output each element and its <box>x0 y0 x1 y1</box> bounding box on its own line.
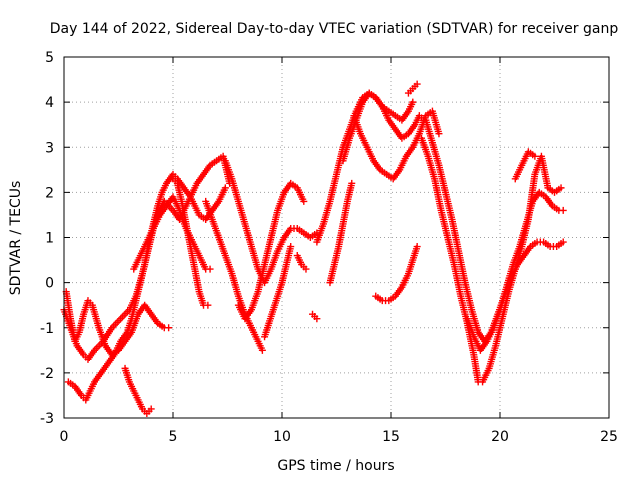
series-track-12 <box>309 310 321 323</box>
x-tick-labels: 0 5 10 15 20 25 <box>60 429 618 445</box>
data-point <box>559 206 567 214</box>
data-point <box>206 265 214 273</box>
series-track-11 <box>293 252 310 273</box>
data-point <box>348 179 356 187</box>
series-track-14 <box>326 179 356 287</box>
x-tick-label: 20 <box>491 429 509 445</box>
x-tick-label: 10 <box>273 429 291 445</box>
data-point <box>204 301 212 309</box>
grid <box>64 57 609 418</box>
chart-title: Day 144 of 2022, Sidereal Day-to-day VTE… <box>50 21 619 37</box>
data-point <box>258 346 266 354</box>
y-tick-label: -1 <box>40 321 54 337</box>
y-tick-label: 5 <box>45 50 54 66</box>
series-track-17 <box>350 107 443 183</box>
x-tick-label: 25 <box>600 429 618 445</box>
series-track-18 <box>418 134 482 386</box>
series-track-22 <box>479 152 565 386</box>
data-point <box>221 184 229 192</box>
y-axis-label: SDTVAR / TECUs <box>8 181 24 296</box>
y-tick-labels: -3 -2 -1 0 1 2 3 4 5 <box>40 50 54 427</box>
y-tick-label: -2 <box>40 366 54 382</box>
data-point <box>313 315 321 323</box>
data-point <box>531 152 539 160</box>
series-track-16 <box>404 80 421 97</box>
x-tick-label: 15 <box>382 429 400 445</box>
x-tick-label: 5 <box>169 429 178 445</box>
data-point <box>147 405 155 413</box>
data-point <box>435 130 443 138</box>
data-point <box>165 324 173 332</box>
series-track-10 <box>261 243 295 341</box>
series-track-23 <box>511 148 539 183</box>
x-tick-label: 0 <box>60 429 69 445</box>
data-point <box>557 184 565 192</box>
y-tick-label: 4 <box>45 95 54 111</box>
series-track-9 <box>234 179 308 323</box>
y-tick-label: 1 <box>45 231 54 247</box>
data-point <box>409 98 417 106</box>
y-tick-label: -3 <box>40 411 54 427</box>
series-track-15 <box>339 89 417 165</box>
data-point <box>302 265 310 273</box>
x-axis-label: GPS time / hours <box>277 458 394 474</box>
data-point <box>559 238 567 246</box>
plot-frame <box>63 56 610 419</box>
series-track-7 <box>202 197 266 354</box>
data-point <box>413 243 421 251</box>
data-point <box>300 197 308 205</box>
series-track-6 <box>169 175 212 309</box>
y-tick-label: 0 <box>45 276 54 292</box>
data-points <box>60 80 567 417</box>
y-tick-label: 3 <box>45 140 54 156</box>
y-tick-label: 2 <box>45 185 54 201</box>
series-track-4 <box>121 364 155 417</box>
series-track-20 <box>372 243 421 305</box>
data-point <box>413 80 421 88</box>
data-point <box>287 243 295 251</box>
